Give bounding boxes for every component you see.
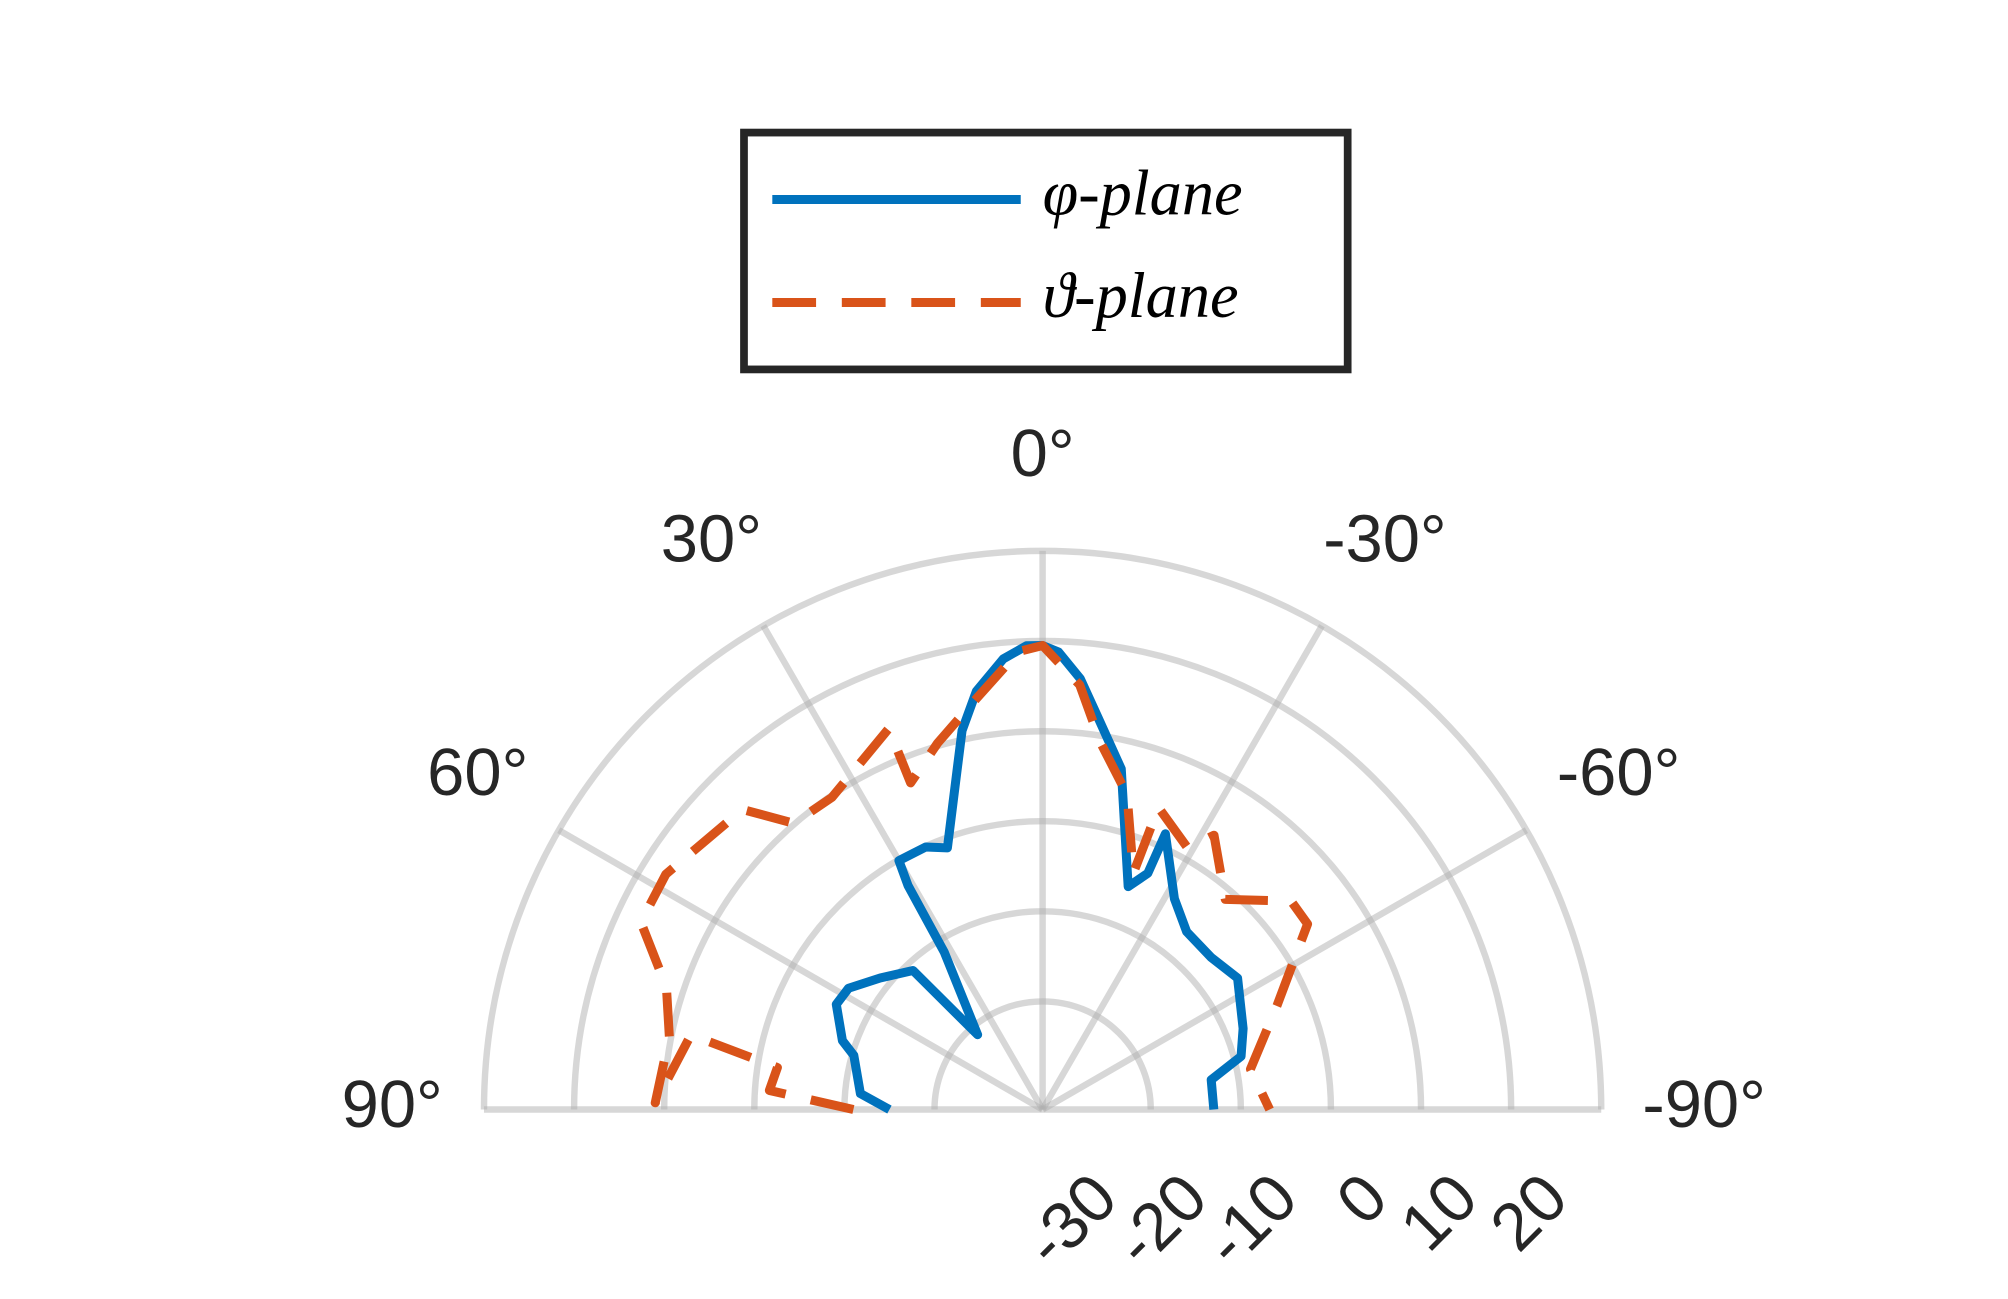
r-tick-label: 20 [1476, 1159, 1582, 1265]
series-line [831, 641, 1248, 1114]
legend-label: φ-plane [1043, 157, 1243, 228]
r-tick-label: -10 [1190, 1159, 1311, 1280]
grid-spoke [557, 827, 1045, 1113]
r-tick-label: 0 [1322, 1159, 1401, 1238]
grid-spoke [1039, 624, 1325, 1112]
theta-tick-label: 30° [661, 501, 762, 576]
legend-box [740, 128, 1352, 374]
grid [480, 547, 1605, 1113]
theta-tick-label: -30° [1323, 501, 1446, 576]
legend-label: ϑ-plane [1043, 260, 1239, 331]
lines [636, 641, 1313, 1114]
theta-tick-label: -60° [1557, 735, 1680, 810]
grid-spoke [1041, 827, 1529, 1113]
theta-tick-label: -90° [1642, 1067, 1766, 1142]
theta-tick-label: 60° [427, 735, 528, 810]
theta-tick-label: 0° [1011, 416, 1075, 491]
series-line [636, 641, 1313, 1114]
theta-tick-label: 90° [342, 1067, 443, 1142]
legend: φ-plane ϑ-plane [740, 128, 1352, 374]
